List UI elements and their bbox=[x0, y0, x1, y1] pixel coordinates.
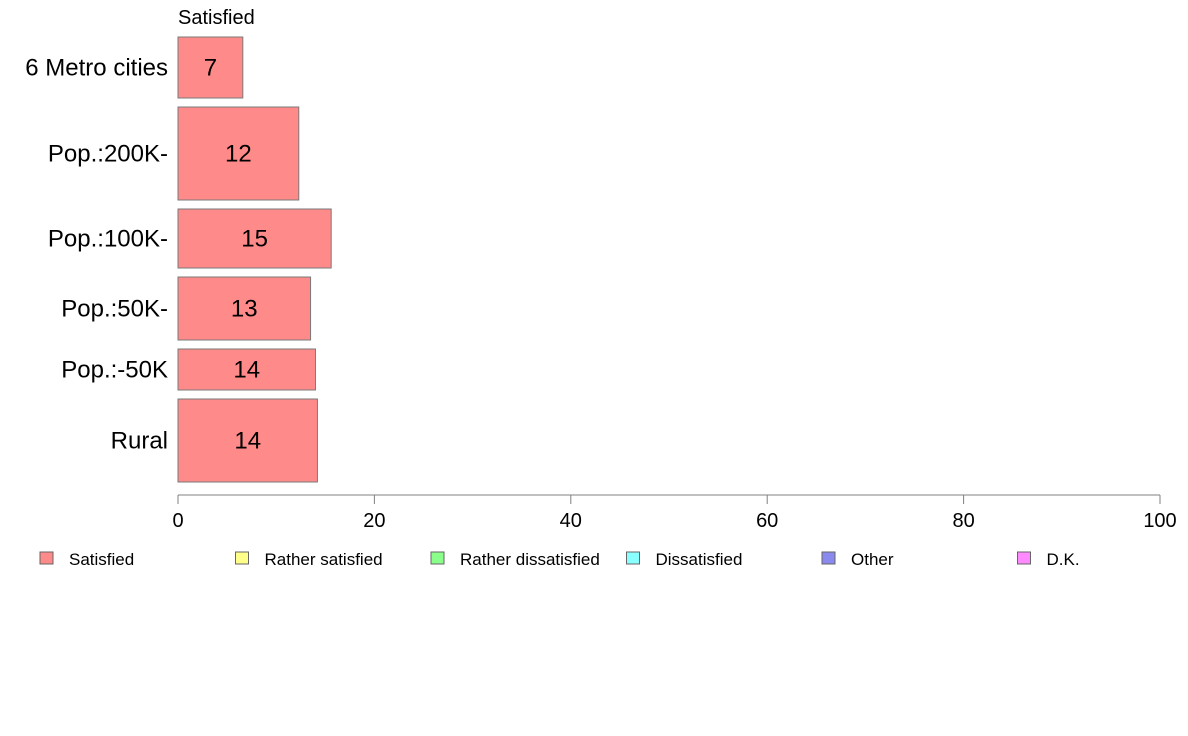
category-label: 6 Metro cities bbox=[25, 55, 168, 82]
legend-swatch bbox=[1017, 551, 1031, 565]
x-axis: 0 20 40 60 80 100 bbox=[172, 494, 1177, 532]
category-label: Rural bbox=[111, 428, 168, 455]
category-label: Pop.:100K- bbox=[48, 226, 168, 253]
bar-satisfied bbox=[177, 106, 300, 201]
legend: Satisfied Rather satisfied Rather dissatis… bbox=[39, 550, 1080, 569]
legend-swatch bbox=[39, 551, 54, 565]
series-title: Satisfied bbox=[178, 7, 255, 29]
legend-label: Satisfied bbox=[69, 550, 134, 569]
legend-swatch bbox=[430, 551, 445, 565]
x-tick-label: 80 bbox=[952, 510, 974, 532]
bar-value-label: 13 bbox=[231, 296, 258, 323]
category-labels: 6 Metro cities Pop.:200K- Pop.:100K- Pop.:5… bbox=[25, 55, 168, 455]
legend-label: D.K. bbox=[1047, 550, 1080, 569]
bar-value-label: 7 bbox=[204, 55, 217, 82]
legend-swatch bbox=[821, 551, 836, 565]
category-label: Pop.:200K- bbox=[48, 141, 168, 168]
legend-label: Dissatisfied bbox=[656, 550, 743, 569]
legend-label: Rather dissatisfied bbox=[460, 550, 600, 569]
bar-satisfied bbox=[177, 208, 332, 269]
bar-value-label: 14 bbox=[233, 357, 260, 384]
bar-satisfied bbox=[177, 348, 316, 391]
bar-satisfied bbox=[177, 398, 318, 483]
category-label: Pop.:50K- bbox=[61, 296, 168, 323]
legend-swatch bbox=[235, 551, 249, 565]
x-tick-label: 100 bbox=[1143, 510, 1176, 532]
bars-group: 7 12 15 13 14 14 bbox=[177, 36, 332, 483]
x-tick-label: 0 bbox=[172, 510, 183, 532]
legend-label: Other bbox=[851, 550, 894, 569]
bar-value-label: 12 bbox=[225, 141, 252, 168]
bar-satisfied bbox=[177, 36, 244, 99]
legend-label: Rather satisfied bbox=[265, 550, 383, 569]
bar-value-label: 15 bbox=[241, 226, 268, 253]
x-tick-label: 20 bbox=[363, 510, 385, 532]
x-tick-label: 60 bbox=[756, 510, 778, 532]
bar-satisfied bbox=[177, 276, 312, 341]
legend-swatch bbox=[626, 551, 640, 565]
category-label: Pop.:-50K bbox=[61, 357, 168, 384]
x-tick-label: 40 bbox=[560, 510, 582, 532]
bar-value-label: 14 bbox=[234, 428, 261, 455]
